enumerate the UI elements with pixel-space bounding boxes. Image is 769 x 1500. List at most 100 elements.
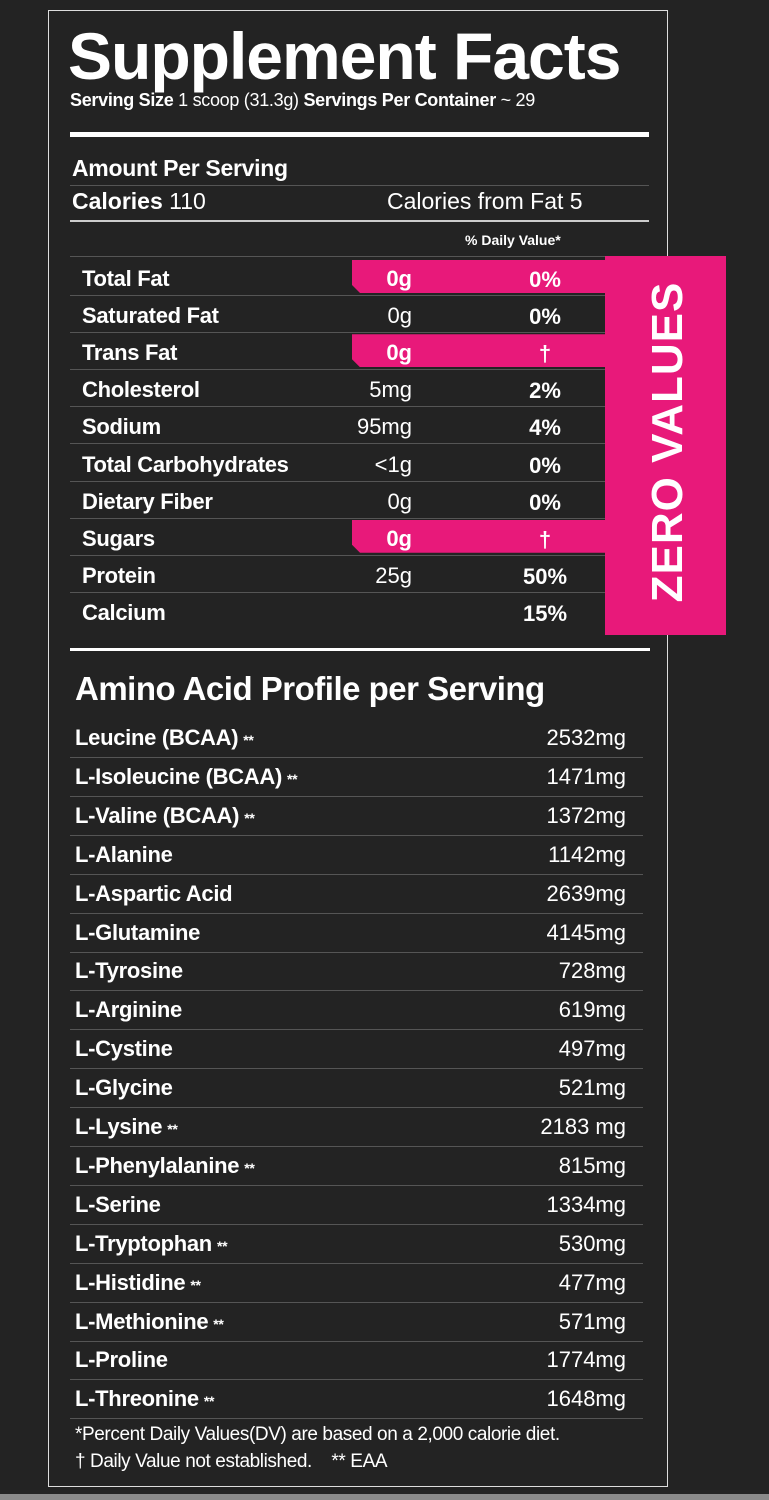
amino-name-text: L-Methionine: [75, 1308, 209, 1334]
amino-amount: 815mg: [558, 1152, 626, 1178]
zero-highlight: [352, 334, 605, 367]
amino-name-text: L-Tryptophan: [75, 1230, 212, 1256]
amino-name: L-Aspartic Acid: [75, 881, 237, 907]
amino-row: L-Glycine 521mg: [70, 1068, 643, 1109]
amino-amount: 477mg: [558, 1269, 626, 1295]
calories-label: Calories: [72, 188, 163, 214]
amino-row: L-Tryptophan ** 530mg: [70, 1224, 643, 1264]
amino-amount: 521mg: [558, 1075, 626, 1101]
nutrient-row: Cholesterol 5mg 2%: [70, 371, 605, 408]
divider: [70, 185, 649, 186]
amino-row: L-Valine (BCAA) ** 1372mg: [70, 796, 643, 836]
eaa-mark: **: [244, 809, 255, 826]
amino-amount: 4145mg: [546, 919, 626, 945]
nutrient-row: Trans Fat 0g †: [70, 334, 605, 371]
amino-row: L-Cystine 497mg: [70, 1029, 643, 1070]
eaa-mark: **: [286, 770, 298, 787]
divider: [70, 480, 605, 482]
amino-row: L-Serine 1334mg: [70, 1185, 643, 1225]
amino-name-text: L-Glutamine: [75, 919, 201, 945]
amino-row: L-Glutamine 4145mg: [70, 913, 643, 953]
amino-row: L-Alanine 1142mg: [70, 835, 643, 875]
label-border: [48, 10, 668, 1487]
amino-name-text: L-Lysine: [75, 1114, 163, 1139]
amino-amount: 1648mg: [546, 1386, 626, 1412]
nutrient-row: Protein 25g 50%: [70, 557, 605, 594]
amino-name: L-Phenylalanine **: [75, 1153, 255, 1179]
amino-name: L-Serine: [75, 1192, 166, 1218]
nutrient-name: Dietary Fiber: [82, 488, 213, 514]
zero-values-text: ZERO VALUES: [643, 281, 692, 603]
amino-name: L-Alanine: [75, 842, 178, 868]
amino-row: L-Arginine 619mg: [70, 990, 643, 1031]
amino-amount: 497mg: [558, 1036, 626, 1062]
divider: [70, 369, 605, 371]
eaa-mark: **: [243, 732, 254, 748]
amino-amount: 1334mg: [546, 1191, 626, 1217]
amino-name: L-Proline: [75, 1347, 173, 1373]
amino-name: L-Histidine **: [75, 1270, 201, 1296]
nutrient-amount: 25g: [375, 562, 412, 588]
divider: [70, 220, 649, 222]
nutrient-name: Cholesterol: [82, 377, 200, 403]
amino-row: L-Methionine ** 571mg: [70, 1302, 643, 1342]
amino-name-text: L-Tyrosine: [75, 958, 183, 984]
servings-per-container-value: ~ 29: [500, 90, 536, 110]
amino-row: L-Histidine ** 477mg: [70, 1263, 643, 1303]
amino-name-text: L-Threonine: [75, 1386, 199, 1412]
amino-name: L-Lysine **: [75, 1114, 178, 1140]
nutrient-name: Protein: [82, 562, 156, 588]
footnote-dv: *Percent Daily Values(DV) are based on a…: [75, 1424, 560, 1445]
amino-amount: 1372mg: [546, 802, 626, 828]
amino-name-text: L-Phenylalanine: [75, 1152, 240, 1178]
amino-name-text: L-Isoleucine (BCAA): [75, 763, 282, 789]
amino-row: L-Lysine ** 2183 mg: [70, 1107, 643, 1147]
amino-name-text: Leucine (BCAA): [75, 725, 239, 750]
amino-amount: 2183 mg: [540, 1114, 626, 1139]
nutrient-row: Dietary Fiber 0g 0%: [70, 483, 605, 520]
nutrient-daily-value: †: [538, 526, 552, 552]
nutrient-daily-value: 0%: [529, 267, 561, 292]
amino-name-text: L-Cystine: [75, 1036, 173, 1062]
eaa-mark: **: [167, 1121, 178, 1137]
amino-amount: 530mg: [558, 1230, 626, 1256]
zero-values-banner: [605, 256, 726, 635]
calories-value: 110: [169, 188, 206, 214]
amino-amount: 619mg: [558, 997, 626, 1023]
amino-name: L-Glycine: [75, 1075, 178, 1101]
nutrient-daily-value: †: [538, 341, 552, 367]
eaa-mark: **: [213, 1315, 224, 1332]
nutrient-daily-value: 15%: [522, 600, 568, 626]
nutrient-name: Total Fat: [82, 266, 170, 291]
amino-row: L-Isoleucine (BCAA) ** 1471mg: [70, 757, 643, 797]
amino-name: L-Glutamine: [75, 920, 205, 946]
amino-row: L-Proline 1774mg: [70, 1340, 643, 1381]
calories-from-fat: Calories from Fat 5: [387, 188, 583, 214]
divider: [70, 406, 605, 408]
divider: [70, 256, 605, 257]
bottom-strip: [0, 1494, 769, 1500]
amino-amount: 728mg: [558, 958, 626, 984]
nutrient-amount: 0g: [386, 266, 412, 291]
nutrient-daily-value: 50%: [522, 563, 568, 589]
nutrient-amount: 0g: [386, 340, 412, 366]
amino-amount: 571mg: [558, 1308, 626, 1334]
amino-name: L-Valine (BCAA) **: [75, 803, 255, 829]
nutrient-daily-value: 0%: [529, 304, 561, 330]
divider: [70, 591, 605, 593]
amino-name: Leucine (BCAA) **: [75, 725, 254, 751]
servings-per-container-label: Servings Per Container: [303, 90, 496, 110]
nutrient-row: Sugars 0g †: [70, 520, 605, 557]
amino-name: L-Tryptophan **: [75, 1230, 228, 1257]
amino-row: L-Threonine ** 1648mg: [70, 1379, 643, 1420]
nutrient-daily-value: 2%: [529, 378, 561, 404]
nutrient-name: Sugars: [82, 525, 155, 551]
thick-divider: [70, 132, 649, 137]
calories-row: Calories 110: [72, 188, 206, 215]
amino-name: L-Isoleucine (BCAA) **: [75, 763, 298, 790]
nutrient-daily-value: 0%: [529, 452, 561, 478]
nutrient-amount: <1g: [374, 451, 412, 477]
nutrient-row: Sodium 95mg 4%: [70, 408, 605, 445]
amino-name-text: L-Arginine: [75, 997, 182, 1023]
